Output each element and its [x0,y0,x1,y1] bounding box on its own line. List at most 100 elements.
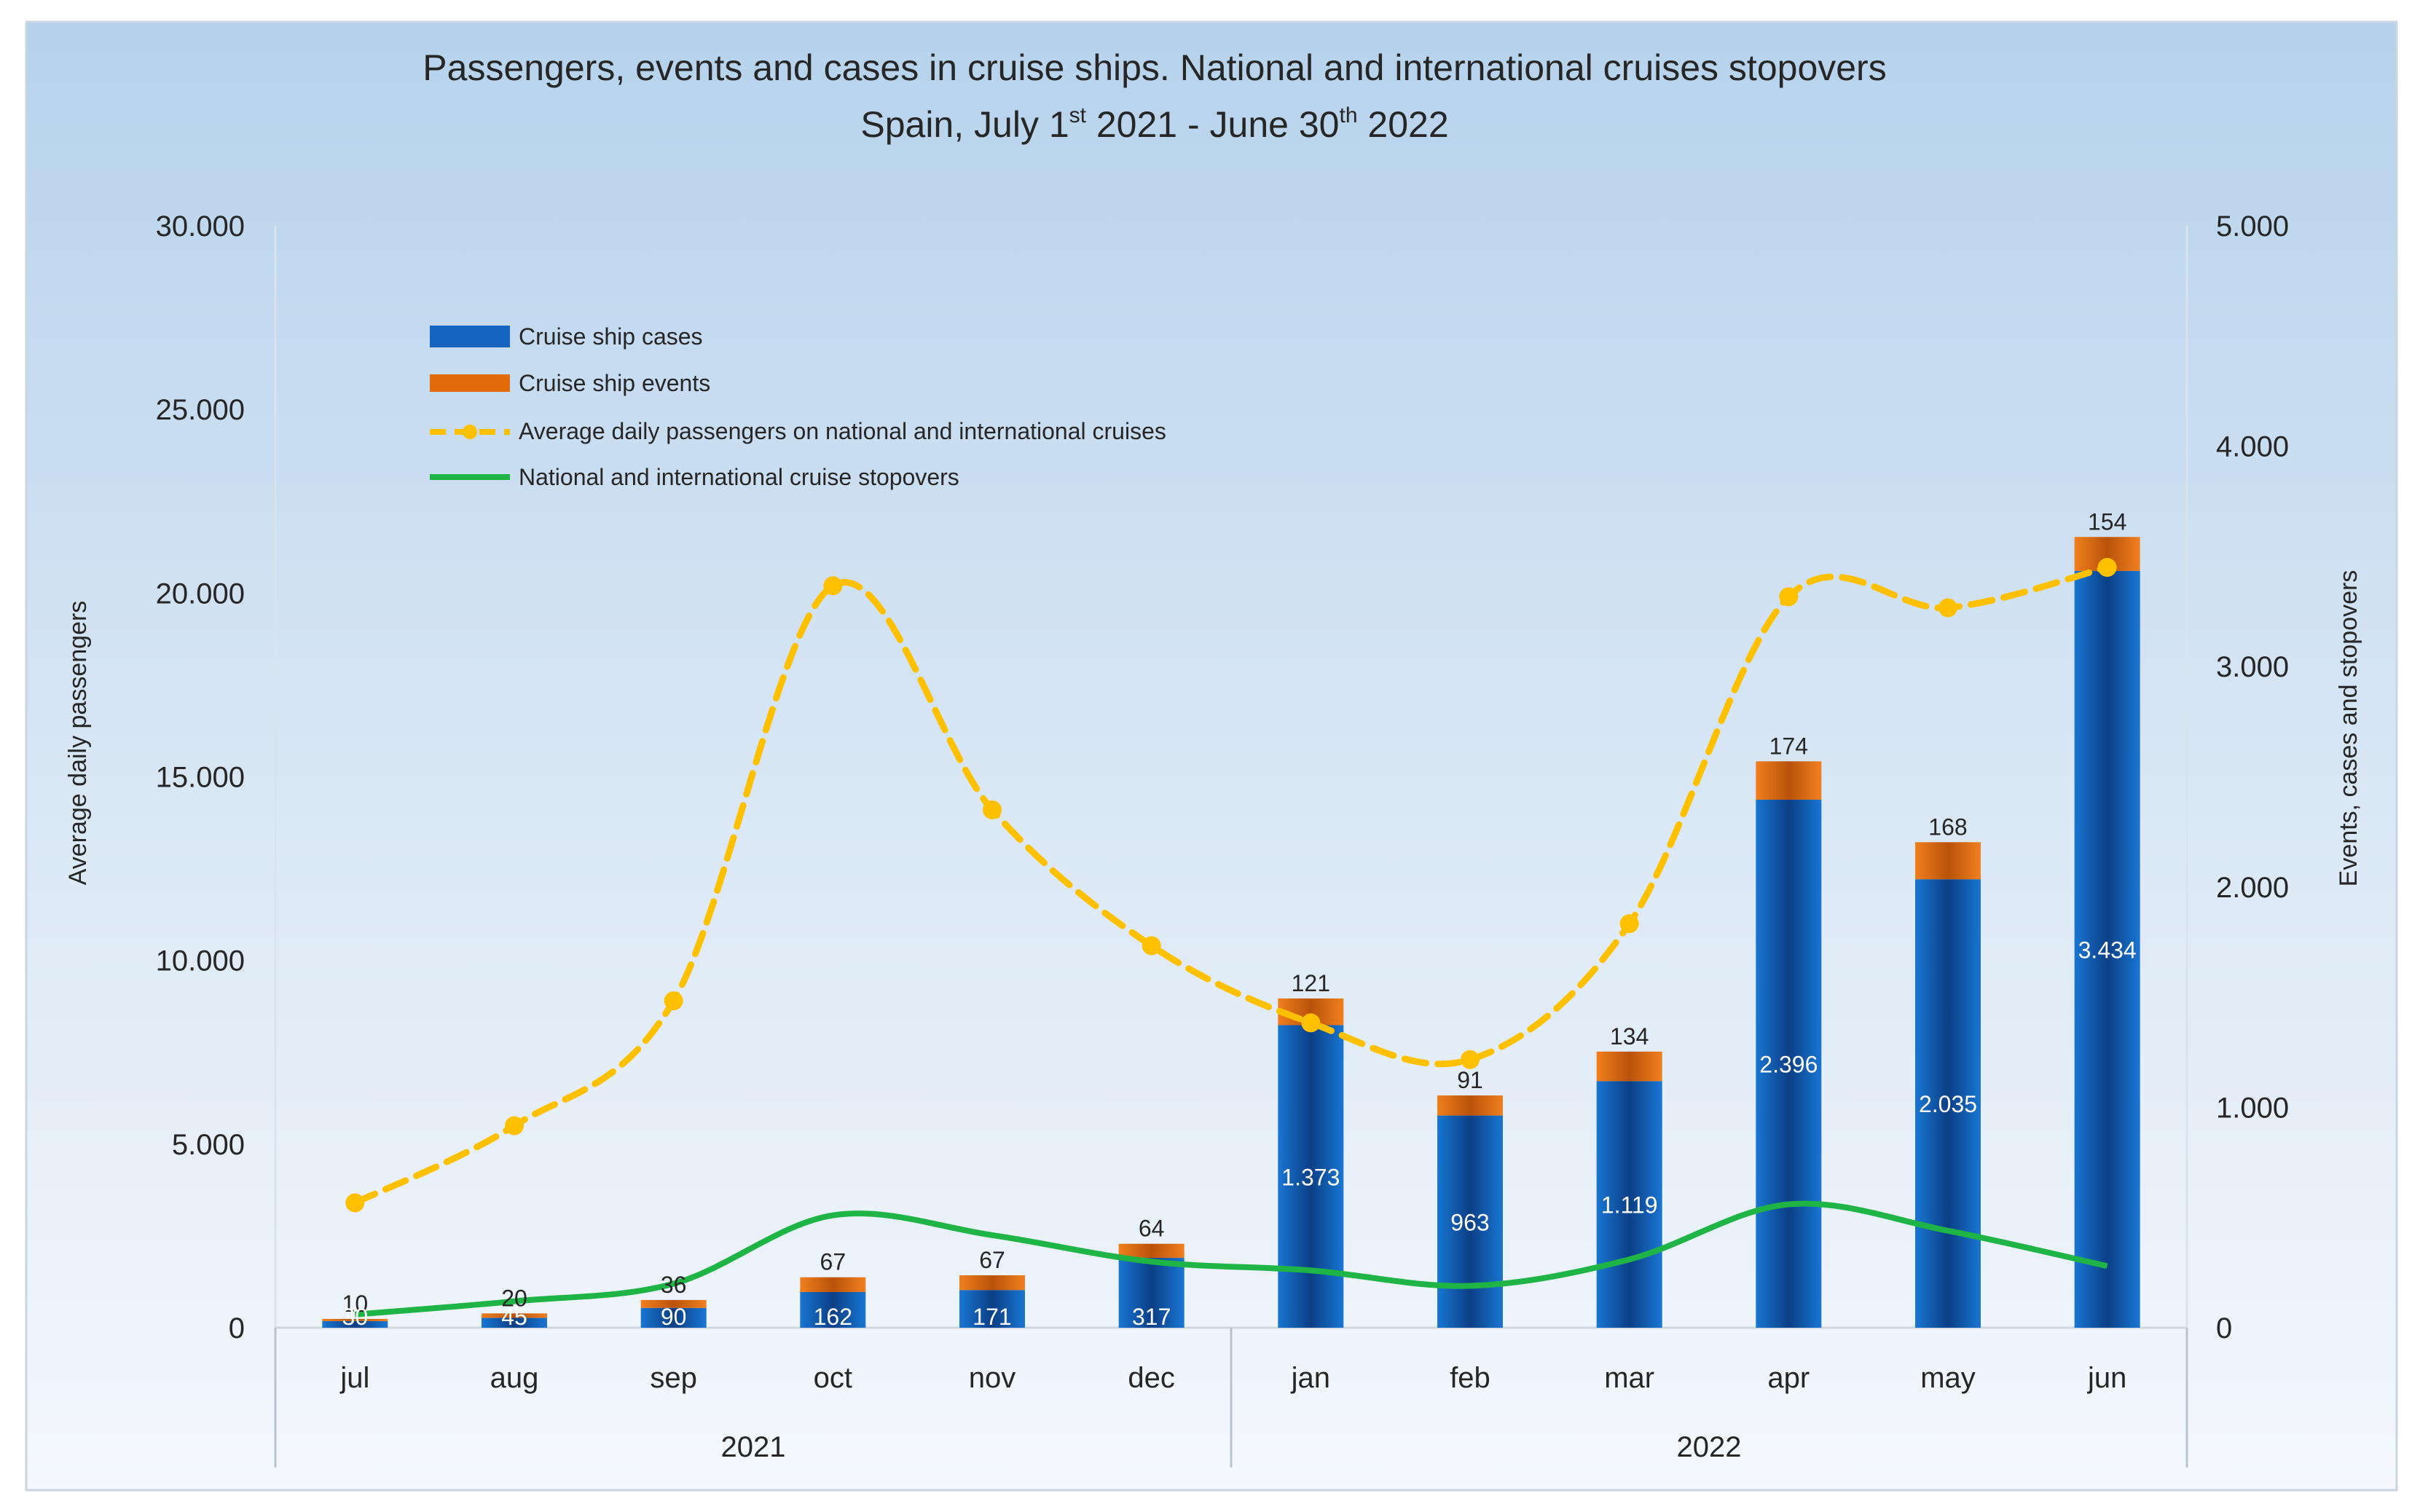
events-data-label: 91 [1457,1067,1483,1093]
events-data-label: 168 [1928,814,1967,840]
line-stopovers [355,1200,2108,1318]
legend: Cruise ship cases Cruise ship events Ave… [430,323,1166,490]
lines [345,558,2117,1318]
x-tick-label: feb [1450,1362,1490,1394]
events-data-label: 10 [342,1291,369,1317]
right-tick-label: 5.000 [2216,210,2289,243]
x-tick-label: oct [814,1362,852,1394]
left-axis-ticks: 0 5.000 10.000 15.000 20.000 25.000 30.000 [156,210,245,1344]
passengers-point-sep [664,991,683,1011]
bar-cases-mar [1596,1081,1662,1328]
events-data-label: 36 [661,1272,687,1298]
bar-events-sep [640,1299,707,1308]
cases-data-label: 1.119 [1601,1192,1658,1218]
left-tick-label: 20.000 [156,578,245,610]
year-label: 2021 [721,1431,786,1463]
bar-cases-jul [322,1320,388,1328]
passengers-point-jul [345,1193,365,1213]
x-tick-label: may [1920,1362,1976,1394]
x-tick-label: dec [1128,1362,1175,1394]
cases-data-label: 963 [1450,1209,1489,1235]
passengers-point-may [1938,598,1957,618]
passengers-point-feb [1461,1050,1480,1069]
passengers-point-oct [823,576,843,596]
passengers-point-jan [1301,1013,1321,1033]
legend-label-events: Cruise ship events [519,370,710,396]
cases-data-label: 30 [342,1304,369,1330]
bar-cases-oct [800,1291,866,1328]
events-data-label: 64 [1139,1216,1165,1242]
passengers-point-nov [983,800,1002,819]
cases-data-label: 171 [973,1304,1011,1330]
left-tick-label: 10.000 [156,945,245,977]
bar-cases-nov [959,1290,1025,1328]
left-tick-label: 0 [229,1312,245,1344]
bar-events-aug [482,1313,547,1318]
passengers-point-mar [1619,914,1639,934]
cases-data-label: 2.035 [1919,1091,1977,1117]
chart-title: Passengers, events and cases in cruise s… [423,47,1886,88]
cases-data-label: 90 [661,1304,687,1330]
events-data-label: 67 [820,1249,846,1275]
x-tick-label: sep [650,1362,697,1394]
right-axis-title: Events, cases and stopovers [2335,570,2362,887]
left-tick-label: 30.000 [156,210,245,243]
legend-swatch-events [430,374,510,392]
events-data-label: 121 [1292,970,1330,996]
passengers-point-dec [1142,936,1161,956]
x-tick-label: mar [1604,1362,1654,1394]
right-axis-ticks: 0 1.000 2.000 3.000 4.000 5.000 [2216,210,2289,1344]
right-tick-label: 0 [2216,1312,2232,1344]
bar-cases-may [1915,879,1981,1328]
bar-events-may [1915,842,1981,880]
bar-events-apr [1756,761,1822,800]
bar-cases-sep [640,1307,707,1328]
x-tick-label: jun [2087,1362,2126,1394]
events-data-label: 154 [2088,508,2126,535]
right-tick-label: 4.000 [2216,431,2289,463]
x-tick-label: apr [1767,1362,1810,1394]
left-tick-label: 25.000 [156,394,245,426]
cases-data-label: 2.396 [1759,1051,1818,1077]
chart-subtitle: Spain, July 1st 2021 - June 30th 2022 [860,103,1448,145]
bar-events-oct [800,1277,866,1292]
x-tick-label: nov [969,1362,1016,1394]
passengers-point-jun [2097,558,2117,578]
events-data-label: 174 [1769,733,1808,759]
events-data-label: 20 [501,1285,527,1311]
legend-marker-passengers [463,425,477,439]
x-tick-label: jul [339,1362,369,1394]
right-tick-label: 1.000 [2216,1092,2289,1124]
legend-label-passengers: Average daily passengers on national and… [519,418,1166,444]
x-tick-label: aug [490,1362,539,1394]
cases-data-label: 45 [501,1304,527,1330]
passengers-point-apr [1779,587,1799,607]
bars [322,537,2140,1328]
cases-data-label: 162 [814,1304,852,1330]
legend-label-stopovers: National and international cruise stopov… [519,464,959,490]
events-data-label: 67 [979,1247,1005,1273]
bar-cases-dec [1118,1258,1185,1328]
cases-data-label: 317 [1132,1304,1171,1330]
passengers-point-aug [505,1116,524,1135]
year-label: 2022 [1677,1431,1742,1463]
left-axis-title: Average daily passengers [64,601,92,886]
right-tick-label: 3.000 [2216,651,2289,683]
cases-data-label: 1.373 [1281,1164,1340,1190]
cases-data-label: 3.434 [2078,937,2137,963]
legend-swatch-cases [430,326,510,347]
bar-events-feb [1437,1095,1503,1116]
events-data-label: 134 [1610,1023,1649,1050]
bar-events-jul [322,1318,388,1321]
bar-events-dec [1118,1243,1185,1259]
bar-cases-apr [1756,799,1822,1328]
bar-cases-feb [1437,1115,1503,1328]
bar-cases-jan [1278,1025,1344,1328]
x-tick-label: jan [1291,1362,1330,1394]
bar-cases-aug [482,1318,547,1328]
chart-background [25,20,2398,1492]
bar-events-nov [959,1275,1025,1291]
bar-events-mar [1596,1051,1662,1082]
